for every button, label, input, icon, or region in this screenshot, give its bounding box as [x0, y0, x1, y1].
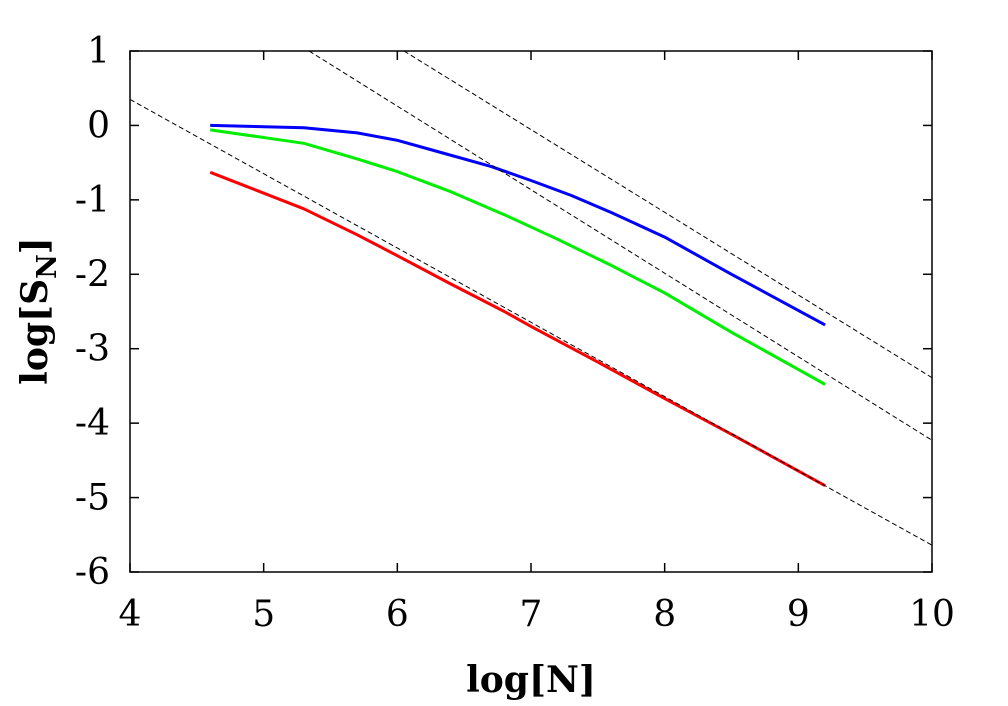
series-layer — [130, 51, 932, 546]
y-tick-label: -4 — [75, 403, 110, 444]
reference-line-5 — [403, 51, 932, 379]
reference-line-4 — [308, 51, 932, 441]
x-tick-label: 10 — [909, 594, 955, 635]
series-line-2 — [209, 170, 826, 488]
y-axis-title: log[SN] — [14, 237, 63, 385]
x-axis-title: log[N] — [466, 659, 596, 701]
y-tick-label: 1 — [87, 31, 110, 72]
y-axis-title-sub: N — [32, 254, 63, 279]
x-tick-label: 7 — [520, 594, 543, 635]
x-tick-label: 6 — [386, 594, 409, 635]
x-tick-label: 9 — [787, 594, 810, 635]
y-tick-label: 0 — [87, 105, 110, 146]
y-tick-label: -6 — [75, 552, 110, 593]
plot-frame — [129, 50, 933, 573]
x-tick-label: 4 — [119, 594, 142, 635]
reference-line-3 — [130, 98, 932, 546]
y-tick-label: -3 — [75, 329, 110, 370]
series-line-0 — [210, 123, 826, 327]
x-tick-label: 8 — [653, 594, 676, 635]
y-tick-label: -2 — [75, 254, 110, 295]
series-line-1 — [209, 128, 826, 386]
x-tick-label: 5 — [252, 594, 275, 635]
y-axis-title-close: ] — [14, 237, 56, 254]
y-tick-label: -1 — [75, 180, 110, 221]
y-tick-label: -5 — [75, 478, 110, 519]
y-axis-title-main: log[S — [14, 279, 56, 385]
